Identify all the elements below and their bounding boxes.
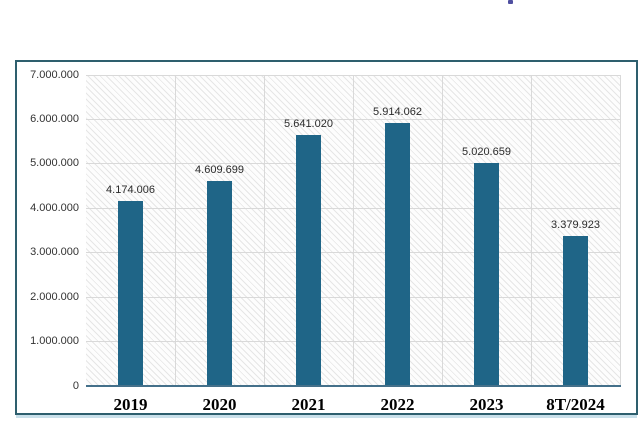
bar-slot: 5.914.062 [353, 75, 442, 386]
bar-8T/2024[interactable] [563, 235, 588, 386]
y-tick-label: 7.000.000 [30, 68, 79, 81]
bar-value-label: 5.641.020 [284, 118, 333, 131]
y-tick-label: 3.000.000 [30, 246, 79, 259]
bar-slot: 3.379.923 [531, 75, 620, 386]
bar-slot: 4.174.006 [86, 75, 175, 386]
bar-slot: 5.641.020 [264, 75, 353, 386]
gridline-vertical [174, 75, 176, 386]
y-axis: 0 1.000.000 2.000.000 3.000.000 4.000.000 5.0… [17, 69, 79, 392]
clipped-text-artifact [508, 0, 513, 4]
gridline-vertical [619, 75, 621, 386]
bar-2021[interactable] [296, 135, 321, 386]
gridline-vertical [441, 75, 443, 386]
bar-slot: 5.020.659 [442, 75, 531, 386]
bar-2023[interactable] [474, 162, 499, 386]
x-axis-line [86, 385, 621, 387]
y-tick-label: 0 [72, 379, 79, 392]
bar-value-label: 4.609.699 [195, 164, 244, 177]
y-tick-label: 5.000.000 [30, 157, 79, 170]
gridline-vertical [352, 75, 354, 386]
y-tick-label: 1.000.000 [30, 335, 79, 348]
bar-value-label: 5.020.659 [462, 145, 511, 158]
gridline-vertical [530, 75, 532, 386]
x-category-label-2021: 2021 [291, 395, 326, 414]
x-category-label-2020: 2020 [202, 395, 237, 414]
bar-value-label: 5.914.062 [373, 106, 422, 119]
y-tick-label: 6.000.000 [30, 112, 79, 125]
bar-2019[interactable] [118, 200, 143, 386]
y-tick-label: 4.000.000 [30, 201, 79, 214]
chart-frame[interactable]: 0 1.000.000 2.000.000 3.000.000 4.000.000 5.0… [15, 60, 638, 415]
x-category-label-2023: 2023 [469, 395, 504, 414]
bar-2022[interactable] [385, 123, 410, 386]
plot-area[interactable]: 4.174.006 4.609.699 5.641.020 5.914.062 5.02… [86, 74, 621, 386]
x-category-label-2022: 2022 [380, 395, 415, 414]
bar-value-label: 3.379.923 [551, 218, 600, 231]
x-axis: 2019 2020 2021 2022 2023 8T/2024 [86, 395, 620, 417]
x-category-label-2019: 2019 [113, 395, 148, 414]
y-tick-label: 2.000.000 [30, 290, 79, 303]
x-category-label-8T/2024: 8T/2024 [546, 395, 605, 414]
bar-value-label: 4.174.006 [106, 183, 155, 196]
bar-slot: 4.609.699 [175, 75, 264, 386]
bar-2020[interactable] [207, 181, 232, 386]
gridline-vertical [263, 75, 265, 386]
